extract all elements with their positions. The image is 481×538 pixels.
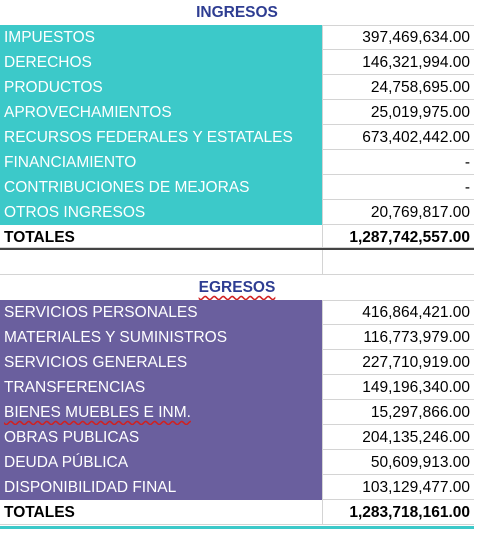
row-label: IMPUESTOS (0, 25, 322, 50)
row-label-text: PRODUCTOS (4, 79, 103, 96)
total-row: TOTALES 1,287,742,557.00 (0, 225, 474, 250)
table-row: DEUDA PÚBLICA 50,609,913.00 (0, 450, 474, 475)
row-amount: 397,469,634.00 (322, 25, 474, 50)
row-label: OBRAS PUBLICAS (0, 425, 322, 450)
row-label-text: OBRAS PUBLICAS (4, 429, 140, 446)
row-amount: 24,758,695.00 (322, 75, 474, 100)
row-label-text: MATERIALES Y SUMINISTROS (4, 329, 228, 346)
row-label: SERVICIOS PERSONALES (0, 300, 322, 325)
row-label-text: IMPUESTOS (4, 29, 96, 46)
row-amount: - (322, 150, 474, 175)
row-label: FINANCIAMIENTO (0, 150, 322, 175)
row-label-text: RECURSOS FEDERALES Y ESTATALES (4, 129, 293, 146)
row-label: APROVECHAMIENTOS (0, 100, 322, 125)
row-label-text: DERECHOS (4, 54, 92, 71)
row-amount: - (322, 175, 474, 200)
bottom-border (0, 526, 474, 529)
table-row: MATERIALES Y SUMINISTROS 116,773,979.00 (0, 325, 474, 350)
row-amount: 25,019,975.00 (322, 100, 474, 125)
total-label: TOTALES (0, 225, 322, 248)
row-amount: 227,710,919.00 (322, 350, 474, 375)
table-row: DISPONIBILIDAD FINAL 103,129,477.00 (0, 475, 474, 500)
row-label-text: OTROS INGRESOS (4, 204, 146, 221)
total-row: TOTALES 1,283,718,161.00 (0, 500, 474, 525)
row-label: TRANSFERENCIAS (0, 375, 322, 400)
section-title-text: INGRESOS (196, 4, 278, 21)
row-label-text: TRANSFERENCIAS (4, 379, 146, 396)
row-label: CONTRIBUCIONES DE MEJORAS (0, 175, 322, 200)
row-label-text: DISPONIBILIDAD FINAL (4, 479, 177, 496)
row-amount: 146,321,994.00 (322, 50, 474, 75)
section-title-text: EGRESOS (198, 279, 276, 296)
row-label-text: APROVECHAMIENTOS (4, 104, 172, 121)
row-label-text: DEUDA PÚBLICA (4, 454, 129, 471)
row-label: DERECHOS (0, 50, 322, 75)
row-label-text: CONTRIBUCIONES DE MEJORAS (4, 179, 250, 196)
table-row: RECURSOS FEDERALES Y ESTATALES 673,402,44… (0, 125, 474, 150)
row-amount: 204,135,246.00 (322, 425, 474, 450)
row-label: PRODUCTOS (0, 75, 322, 100)
row-amount: 20,769,817.00 (322, 200, 474, 225)
table-row: FINANCIAMIENTO - (0, 150, 474, 175)
row-label: SERVICIOS GENERALES (0, 350, 322, 375)
table-row: SERVICIOS GENERALES 227,710,919.00 (0, 350, 474, 375)
table-row: OTROS INGRESOS 20,769,817.00 (0, 200, 474, 225)
blank-row (0, 250, 474, 275)
table-row: CONTRIBUCIONES DE MEJORAS - (0, 175, 474, 200)
row-label: OTROS INGRESOS (0, 200, 322, 225)
row-label: RECURSOS FEDERALES Y ESTATALES (0, 125, 322, 150)
row-label-text: BIENES MUEBLES E INM. (4, 404, 191, 421)
row-amount: 15,297,866.00 (322, 400, 474, 425)
section-title: EGRESOS (0, 275, 474, 301)
row-amount: 116,773,979.00 (322, 325, 474, 350)
row-amount: 673,402,442.00 (322, 125, 474, 150)
section-title: INGRESOS (0, 0, 474, 26)
table-row: OBRAS PUBLICAS 204,135,246.00 (0, 425, 474, 450)
table-row: DERECHOS 146,321,994.00 (0, 50, 474, 75)
row-amount: 50,609,913.00 (322, 450, 474, 475)
row-label: DEUDA PÚBLICA (0, 450, 322, 475)
table-row: SERVICIOS PERSONALES 416,864,421.00 (0, 300, 474, 325)
row-label-text: SERVICIOS GENERALES (4, 354, 188, 371)
row-label-text: FINANCIAMIENTO (4, 154, 137, 171)
table-row: IMPUESTOS 397,469,634.00 (0, 25, 474, 50)
total-amount: 1,283,718,161.00 (322, 500, 474, 525)
row-label-text: SERVICIOS PERSONALES (4, 304, 198, 321)
row-amount: 149,196,340.00 (322, 375, 474, 400)
row-label: BIENES MUEBLES E INM. (0, 400, 322, 425)
table-row: BIENES MUEBLES E INM. 15,297,866.00 (0, 400, 474, 425)
row-amount: 103,129,477.00 (322, 475, 474, 500)
total-label: TOTALES (0, 500, 322, 525)
table-row: TRANSFERENCIAS 149,196,340.00 (0, 375, 474, 400)
total-amount: 1,287,742,557.00 (322, 225, 474, 248)
table-row: APROVECHAMIENTOS 25,019,975.00 (0, 100, 474, 125)
row-label: DISPONIBILIDAD FINAL (0, 475, 322, 500)
table-row: PRODUCTOS 24,758,695.00 (0, 75, 474, 100)
row-label: MATERIALES Y SUMINISTROS (0, 325, 322, 350)
row-amount: 416,864,421.00 (322, 300, 474, 325)
